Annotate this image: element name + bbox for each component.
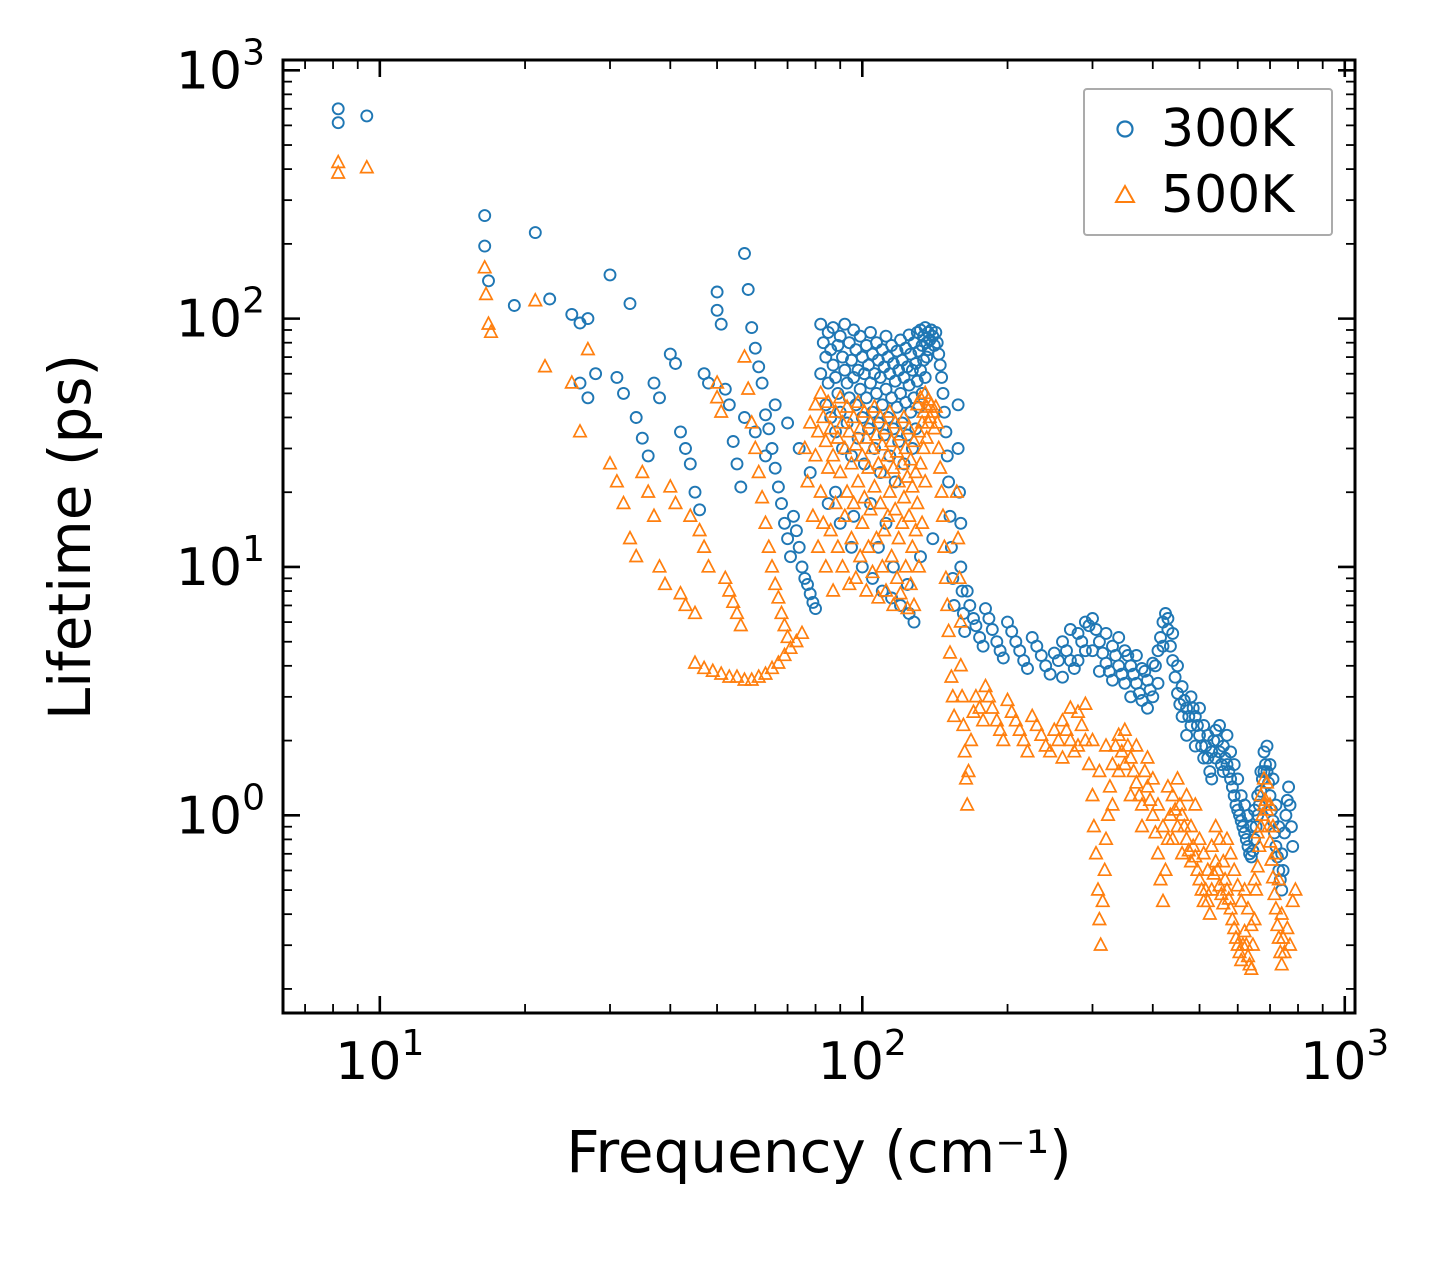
y-axis-label: Lifetime (ps) xyxy=(36,353,104,721)
y-tick-label: 100 xyxy=(176,777,265,846)
legend-label-300k: 300K xyxy=(1161,99,1295,160)
x-axis-label: Frequency (cm⁻¹) xyxy=(566,1118,1072,1186)
series-300k-points xyxy=(331,102,1300,897)
series-500k-points xyxy=(330,153,1304,975)
legend-item-500k: 500K xyxy=(1105,169,1331,221)
x-tick-label: 101 xyxy=(335,1023,424,1092)
x-tick-label: 103 xyxy=(1300,1023,1389,1092)
legend-label-500k: 500K xyxy=(1161,164,1295,225)
legend-item-300k: 300K xyxy=(1105,103,1331,155)
plot-border xyxy=(281,58,1357,1015)
triangle-marker-icon xyxy=(1114,183,1136,203)
circle-marker-icon xyxy=(1116,120,1134,138)
legend: 300K 500K xyxy=(1083,88,1333,236)
